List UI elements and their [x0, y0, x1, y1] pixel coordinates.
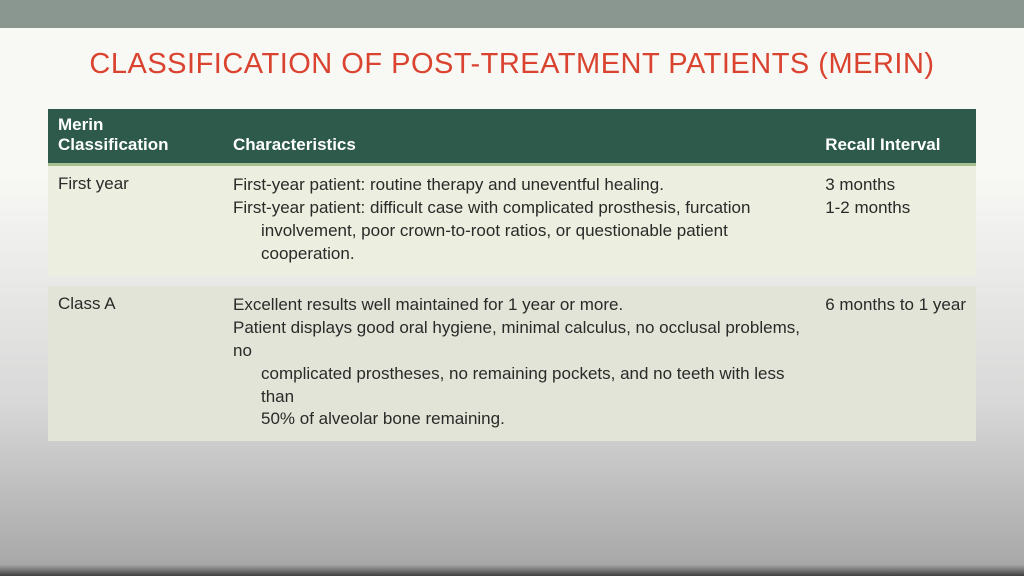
cell-classification: First year [48, 165, 223, 276]
cell-classification: Class A [48, 286, 223, 442]
cell-characteristics: Excellent results well maintained for 1 … [223, 286, 815, 442]
slide-body: CLASSIFICATION OF POST-TREATMENT PATIENT… [0, 28, 1024, 441]
col-header-classification-line1: Merin [58, 115, 103, 134]
recall-line: 3 months [825, 174, 966, 197]
col-header-classification: Merin Classification [48, 109, 223, 165]
slide-title: CLASSIFICATION OF POST-TREATMENT PATIENT… [10, 48, 1014, 81]
characteristics-line: Excellent results well maintained for 1 … [233, 294, 805, 317]
table-body: First year First-year patient: routine th… [48, 165, 976, 442]
cell-characteristics: First-year patient: routine therapy and … [223, 165, 815, 276]
characteristics-line: complicated prostheses, no remaining poc… [233, 363, 805, 409]
characteristics-line: First-year patient: routine therapy and … [233, 174, 805, 197]
recall-line: 6 months to 1 year [825, 294, 966, 317]
table-row: First year First-year patient: routine th… [48, 165, 976, 276]
col-header-characteristics: Characteristics [223, 109, 815, 165]
col-header-classification-line2: Classification [58, 135, 169, 154]
table-row: Class A Excellent results well maintained… [48, 286, 976, 442]
characteristics-line: 50% of alveolar bone remaining. [233, 408, 805, 431]
classification-table: Merin Classification Characteristics Rec… [48, 109, 976, 441]
characteristics-line: First-year patient: difficult case with … [233, 197, 805, 220]
recall-line: 1-2 months [825, 197, 966, 220]
characteristics-line: involvement, poor crown-to-root ratios, … [233, 220, 805, 266]
characteristics-line: Patient displays good oral hygiene, mini… [233, 317, 805, 363]
classification-table-wrap: Merin Classification Characteristics Rec… [48, 109, 976, 441]
cell-recall: 3 months1-2 months [815, 165, 976, 276]
cell-recall: 6 months to 1 year [815, 286, 976, 442]
top-accent-bar [0, 0, 1024, 28]
row-spacer [48, 276, 976, 286]
col-header-recall: Recall Interval [815, 109, 976, 165]
table-header-row: Merin Classification Characteristics Rec… [48, 109, 976, 165]
